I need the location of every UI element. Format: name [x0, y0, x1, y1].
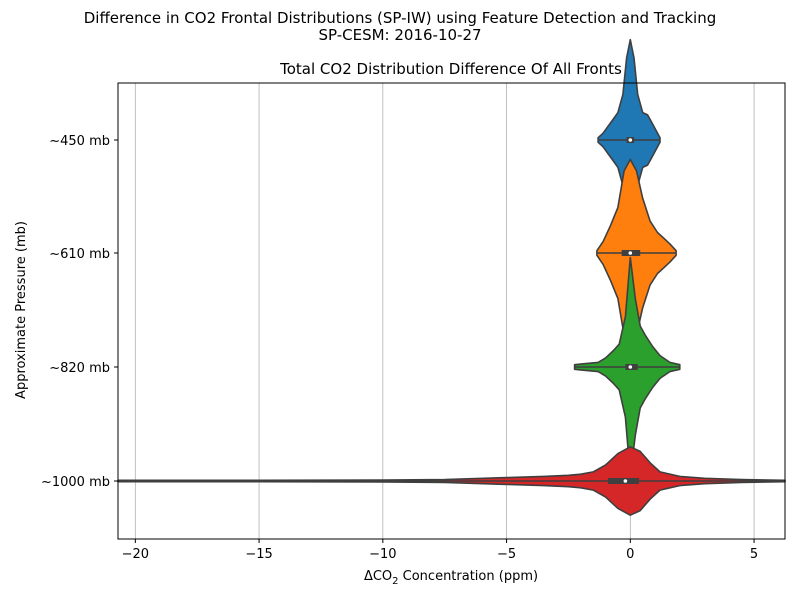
x-axis-title-prefix: ΔCO	[364, 569, 392, 584]
x-tick-label: −10	[369, 547, 396, 562]
y-axis-ticks: ~450 mb ~610 mb ~820 mb ~1000 mb	[41, 134, 118, 490]
gridlines	[134, 83, 755, 539]
violin-2	[596, 158, 677, 348]
violin-median-marker	[628, 251, 633, 255]
y-axis-title: Approximate Pressure (mb)	[14, 221, 29, 399]
plot-frame	[117, 82, 786, 540]
x-tick-label: −15	[245, 547, 272, 562]
violin-3	[573, 256, 681, 478]
x-tick-label: −20	[122, 547, 149, 562]
y-tick-label: ~450 mb	[49, 134, 110, 149]
violin-median-marker	[628, 365, 633, 369]
y-tick-label: ~1000 mb	[41, 475, 110, 490]
y-tick-label: ~610 mb	[49, 247, 110, 262]
y-tick-label: ~820 mb	[49, 361, 110, 376]
violin-1	[597, 38, 661, 242]
violin-4	[117, 446, 786, 516]
x-tick-label: 5	[750, 547, 758, 562]
violin-median-marker	[623, 479, 628, 483]
x-axis-ticks: −20 −15 −10 −5 0 5	[122, 539, 758, 562]
violin-median-marker	[628, 138, 633, 142]
x-axis-title: ΔCO2 Concentration (ppm)	[364, 569, 538, 587]
figure-suptitle-line2: SP-CESM: 2016-10-27	[318, 26, 482, 44]
violins	[117, 38, 786, 516]
figure-suptitle-line1: Difference in CO2 Frontal Distributions …	[83, 9, 717, 27]
x-axis-title-suffix: Concentration (ppm)	[399, 569, 539, 584]
violin-iqr-box	[608, 478, 639, 484]
x-tick-label: −5	[497, 547, 516, 562]
x-tick-label: 0	[626, 547, 634, 562]
x-axis-title-subscript: 2	[392, 576, 398, 587]
plot-title: Total CO2 Distribution Difference Of All…	[279, 60, 622, 78]
